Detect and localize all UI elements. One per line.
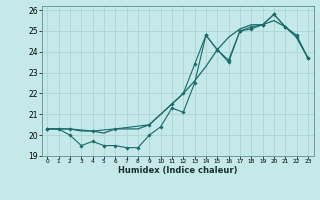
X-axis label: Humidex (Indice chaleur): Humidex (Indice chaleur) (118, 166, 237, 175)
